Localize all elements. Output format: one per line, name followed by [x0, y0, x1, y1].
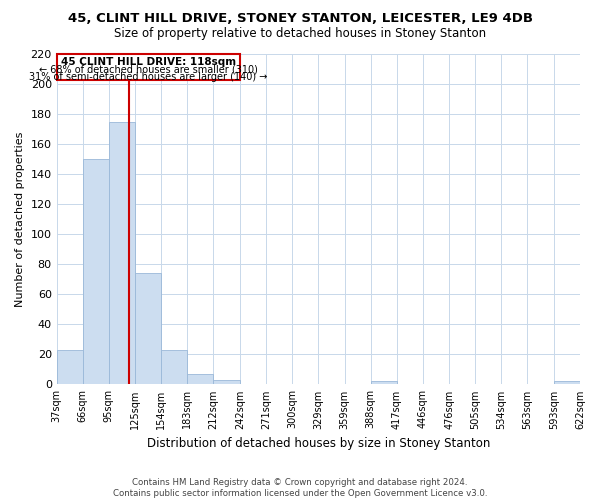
- FancyBboxPatch shape: [56, 54, 240, 80]
- Y-axis label: Number of detached properties: Number of detached properties: [15, 132, 25, 307]
- Bar: [56, 350, 83, 384]
- Bar: [161, 350, 187, 384]
- Text: 45 CLINT HILL DRIVE: 118sqm: 45 CLINT HILL DRIVE: 118sqm: [61, 57, 236, 67]
- Bar: [371, 382, 397, 384]
- X-axis label: Distribution of detached houses by size in Stoney Stanton: Distribution of detached houses by size …: [146, 437, 490, 450]
- Bar: [136, 274, 161, 384]
- Text: ← 68% of detached houses are smaller (310): ← 68% of detached houses are smaller (31…: [39, 64, 258, 74]
- Bar: [554, 382, 580, 384]
- Bar: [213, 380, 240, 384]
- Text: 31% of semi-detached houses are larger (140) →: 31% of semi-detached houses are larger (…: [29, 72, 268, 82]
- Bar: [187, 374, 213, 384]
- Bar: [83, 159, 109, 384]
- Bar: [109, 122, 136, 384]
- Text: 45, CLINT HILL DRIVE, STONEY STANTON, LEICESTER, LE9 4DB: 45, CLINT HILL DRIVE, STONEY STANTON, LE…: [67, 12, 533, 26]
- Text: Contains HM Land Registry data © Crown copyright and database right 2024.
Contai: Contains HM Land Registry data © Crown c…: [113, 478, 487, 498]
- Text: Size of property relative to detached houses in Stoney Stanton: Size of property relative to detached ho…: [114, 28, 486, 40]
